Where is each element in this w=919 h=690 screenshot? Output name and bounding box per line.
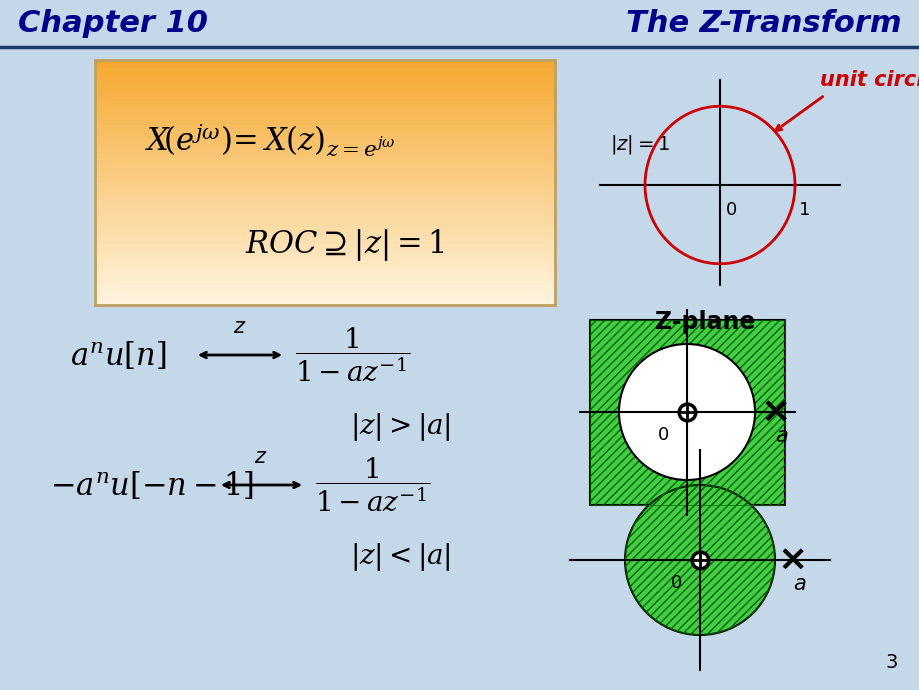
Bar [589, 320, 784, 505]
Text: 1: 1 [798, 201, 810, 219]
Bar [95, 232, 554, 237]
Text: $z$: $z$ [254, 447, 267, 467]
Bar [95, 81, 554, 86]
Text: $|z|=1$: $|z|=1$ [609, 133, 669, 157]
Text: $\mathit{ROC}\supseteq|z|=1$: $\mathit{ROC}\supseteq|z|=1$ [244, 227, 445, 263]
Bar [95, 186, 554, 192]
Bar [95, 203, 554, 208]
Bar [95, 190, 554, 196]
Bar [95, 117, 554, 122]
Bar [95, 64, 554, 69]
Bar [95, 293, 554, 298]
Bar [95, 268, 554, 273]
Bar [95, 260, 554, 265]
Bar [95, 146, 554, 151]
Bar [95, 170, 554, 175]
Text: $a$: $a$ [792, 574, 806, 594]
Bar [95, 182, 554, 188]
Bar [95, 92, 554, 98]
Text: $\dfrac{1}{1-az^{-1}}$: $\dfrac{1}{1-az^{-1}}$ [314, 455, 430, 515]
Text: 0: 0 [670, 574, 681, 592]
Bar [95, 297, 554, 302]
Bar [95, 105, 554, 110]
Bar [95, 195, 554, 200]
Bar [95, 277, 554, 282]
Bar [95, 166, 554, 171]
Bar [95, 228, 554, 233]
Bar [95, 235, 554, 241]
Bar [95, 284, 554, 290]
Text: $\mathbf{\times}$: $\mathbf{\times}$ [777, 543, 804, 577]
Bar [95, 207, 554, 212]
Bar [95, 60, 554, 65]
Bar [95, 162, 554, 167]
Bar [95, 199, 554, 204]
Text: $X\!\left(e^{j\omega}\right)\!=X(z)_{z=e^{j\omega}}$: $X\!\left(e^{j\omega}\right)\!=X(z)_{z=e… [145, 121, 395, 159]
Bar [95, 72, 554, 77]
Text: $\dfrac{1}{1-az^{-1}}$: $\dfrac{1}{1-az^{-1}}$ [295, 326, 410, 384]
Bar [95, 126, 554, 130]
Bar [95, 179, 554, 184]
Bar [95, 68, 554, 73]
Bar [95, 60, 554, 305]
Bar [95, 158, 554, 163]
Text: Z-plane: Z-plane [654, 310, 754, 334]
Bar [95, 288, 554, 294]
Circle shape [624, 485, 774, 635]
Bar [95, 239, 554, 245]
Bar [95, 113, 554, 118]
Circle shape [618, 344, 754, 480]
Text: $\mathbf{\times}$: $\mathbf{\times}$ [759, 395, 787, 429]
Text: $|z|>|a|$: $|z|>|a|$ [349, 411, 450, 443]
Bar [95, 97, 554, 102]
Bar [95, 281, 554, 286]
Text: 0: 0 [657, 426, 668, 444]
Bar [95, 248, 554, 253]
Bar [95, 109, 554, 114]
Text: 3: 3 [885, 653, 897, 672]
Bar [95, 141, 554, 147]
Text: $a$: $a$ [774, 426, 788, 446]
Text: $a^{n}u[n]$: $a^{n}u[n]$ [70, 339, 166, 371]
Bar [95, 264, 554, 269]
Bar [95, 219, 554, 224]
Text: $z$: $z$ [233, 317, 246, 337]
Bar [95, 88, 554, 94]
Bar [95, 130, 554, 135]
Bar [95, 77, 554, 81]
Text: Chapter 10: Chapter 10 [18, 10, 208, 39]
Bar [95, 137, 554, 143]
Bar [95, 175, 554, 179]
Bar [95, 133, 554, 139]
Bar [95, 273, 554, 277]
Text: 0: 0 [725, 201, 736, 219]
Bar [95, 252, 554, 257]
Bar [95, 101, 554, 106]
Text: $|z|<|a|$: $|z|<|a|$ [349, 541, 450, 573]
Bar [589, 320, 784, 505]
Bar [95, 211, 554, 216]
Bar [95, 84, 554, 90]
Bar [95, 256, 554, 261]
Text: unit circle: unit circle [819, 70, 919, 90]
Bar [95, 215, 554, 220]
Text: The Z-Transform: The Z-Transform [626, 10, 901, 39]
Bar [95, 224, 554, 228]
Bar [95, 121, 554, 126]
Bar [95, 301, 554, 306]
Text: $-a^{n}u[-n-1]$: $-a^{n}u[-n-1]$ [50, 469, 254, 501]
Bar [95, 154, 554, 159]
Bar [95, 150, 554, 155]
Bar [95, 244, 554, 249]
